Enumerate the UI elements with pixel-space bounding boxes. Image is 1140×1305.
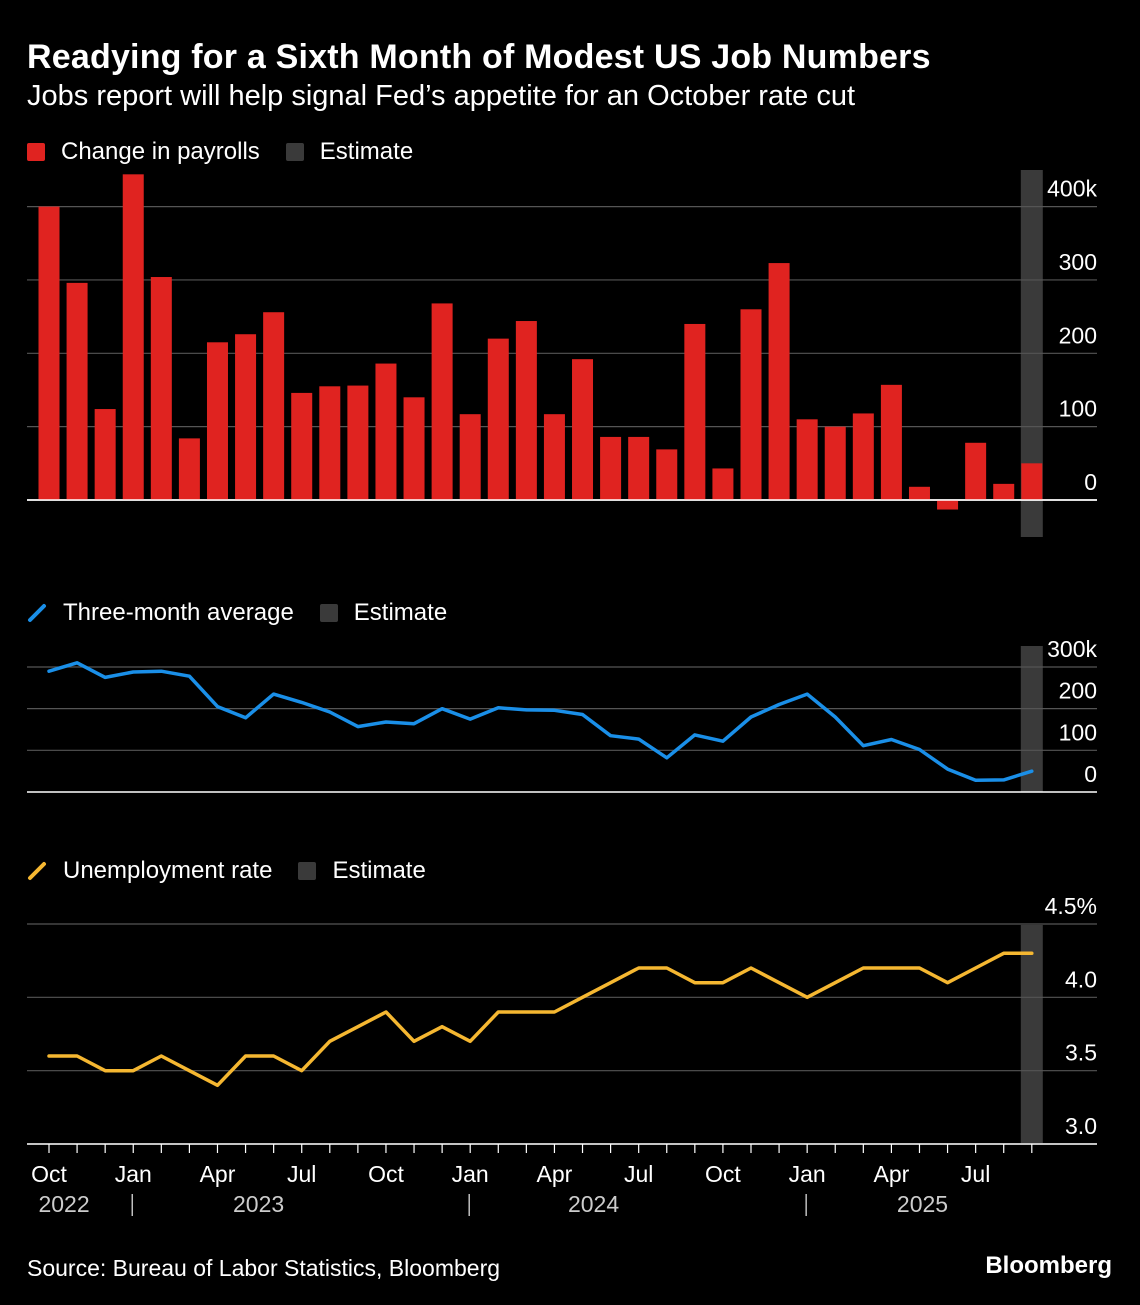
x-tick-label: Oct	[31, 1161, 67, 1187]
payroll-bar	[38, 206, 60, 500]
year-label: 2024	[568, 1191, 619, 1217]
y-tick-label: 0	[1084, 469, 1097, 495]
payroll-bar	[235, 334, 257, 500]
legend-label-unemployment: Unemployment rate	[63, 857, 273, 884]
payroll-bar	[628, 436, 650, 500]
x-tick-label: Jul	[624, 1161, 653, 1187]
legend-item-unemployment: Unemployment rate	[27, 857, 272, 885]
payroll-bar	[852, 413, 874, 500]
payroll-bar	[291, 392, 313, 500]
payroll-bar	[1021, 463, 1043, 500]
unemployment-line-icon	[28, 862, 46, 880]
x-tick-label: Jan	[452, 1161, 489, 1187]
payroll-bar	[319, 386, 341, 500]
payroll-bar	[431, 303, 453, 500]
legend-label-estimate: Estimate	[319, 138, 414, 165]
payroll-bar	[572, 359, 594, 500]
y-tick-label: 100	[1059, 719, 1097, 745]
average-line-icon	[28, 604, 46, 622]
bloomberg-logo: Bloomberg	[985, 1252, 1112, 1279]
x-tick-label: Jul	[961, 1161, 990, 1187]
estimate-band	[1020, 646, 1043, 792]
x-tick-label: Oct	[705, 1161, 741, 1187]
payroll-bar	[403, 397, 425, 500]
payroll-bar	[66, 282, 88, 500]
payroll-bar	[908, 486, 930, 500]
y-tick-label: 4.5%	[1045, 893, 1097, 919]
x-tick-label: Jul	[287, 1161, 316, 1187]
payroll-bar	[150, 277, 172, 500]
payroll-bar	[94, 409, 116, 500]
legend-item-estimate-2: Estimate	[319, 599, 448, 627]
average-line	[47, 661, 1034, 783]
payroll-bar	[768, 263, 790, 500]
payroll-bar	[712, 468, 734, 500]
year-label: 2025	[897, 1191, 948, 1217]
chart-title: Readying for a Sixth Month of Modest US …	[27, 38, 931, 76]
payroll-bar	[543, 414, 565, 500]
payroll-bar	[459, 414, 481, 500]
source-note: Source: Bureau of Labor Statistics, Bloo…	[27, 1255, 501, 1281]
legend-label-estimate-3: Estimate	[332, 857, 426, 884]
y-tick-label: 300	[1059, 249, 1097, 275]
chart-subtitle: Jobs report will help signal Fed’s appet…	[27, 80, 856, 112]
payroll-bar	[824, 426, 846, 500]
y-tick-label: 300k	[1047, 636, 1097, 662]
year-label: 2022	[38, 1191, 89, 1217]
payroll-bar	[993, 483, 1015, 500]
estimate-swatch-icon	[298, 862, 317, 880]
y-tick-label: 4.0	[1065, 966, 1097, 992]
legend-item-estimate-3: Estimate	[298, 857, 426, 885]
year-label: 2023	[233, 1191, 284, 1217]
y-tick-label: 3.0	[1065, 1113, 1097, 1139]
payroll-bar	[206, 342, 228, 500]
legend-item-payrolls: Change in payrolls	[27, 138, 260, 166]
estimate-swatch-icon	[285, 143, 304, 161]
y-tick-label: 200	[1059, 678, 1097, 704]
payroll-bar	[965, 442, 987, 500]
legend-label-payrolls: Change in payrolls	[61, 138, 260, 165]
legend-average: Three-month average Estimate	[27, 598, 473, 628]
estimate-swatch-icon	[319, 604, 338, 622]
payroll-bar	[347, 385, 369, 500]
x-tick-label: Apr	[874, 1161, 910, 1187]
y-tick-label: 0	[1084, 761, 1097, 787]
x-tick-label: Oct	[368, 1161, 404, 1187]
payrolls-swatch-icon	[27, 143, 45, 161]
payroll-bar	[263, 312, 285, 500]
legend-label-estimate-2: Estimate	[353, 599, 448, 626]
x-tick-label: Jan	[789, 1161, 826, 1187]
y-tick-label: 3.5	[1065, 1040, 1097, 1066]
legend-item-average: Three-month average	[27, 599, 294, 627]
payroll-bar	[122, 174, 144, 501]
legend-payrolls: Change in payrolls Estimate	[27, 137, 439, 167]
payroll-bar	[796, 419, 818, 500]
payroll-bar	[937, 500, 959, 510]
estimate-band	[1020, 925, 1043, 1143]
x-tick-label: Jan	[115, 1161, 152, 1187]
payroll-bar	[487, 338, 509, 500]
unemployment-line	[47, 951, 1034, 1088]
payroll-bar	[684, 323, 706, 500]
x-tick-label: Apr	[537, 1161, 573, 1187]
payroll-bar	[178, 438, 200, 500]
payroll-bar	[880, 384, 902, 500]
payroll-bar	[656, 449, 678, 500]
payroll-bar	[740, 309, 762, 500]
payroll-bar	[600, 436, 622, 500]
y-tick-label: 200	[1059, 322, 1097, 348]
x-tick-label: Apr	[200, 1161, 236, 1187]
payroll-bar	[375, 363, 397, 500]
y-tick-label: 400k	[1047, 176, 1097, 202]
y-tick-label: 100	[1059, 396, 1097, 422]
legend-item-estimate: Estimate	[285, 138, 414, 166]
legend-label-average: Three-month average	[63, 599, 294, 626]
payroll-bar	[515, 321, 537, 500]
chart-canvas: 0 100 200 300 400k 0 100 200 300k 3.0 3.5 4.0 4.5% Oc…	[27, 170, 1097, 1217]
legend-unemployment: Unemployment rate Estimate	[27, 856, 452, 886]
